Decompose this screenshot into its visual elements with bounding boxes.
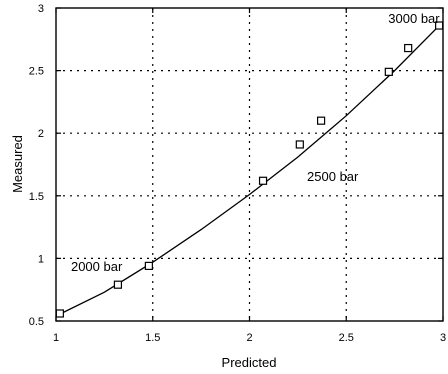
y-tick-label: 2: [38, 128, 44, 140]
data-point: [435, 21, 444, 30]
x-tick-label: 1: [53, 332, 59, 344]
data-point: [55, 309, 64, 318]
data-point: [384, 67, 393, 76]
y-tick-label: 2.5: [29, 66, 44, 78]
data-point: [258, 176, 268, 185]
x-tick-label: 2.5: [339, 332, 354, 344]
gridlines: [56, 8, 443, 321]
x-tick-label: 3: [440, 332, 446, 344]
data-point: [404, 43, 413, 53]
data-point: [295, 140, 304, 149]
data-point: [144, 261, 153, 271]
pressure-annotation: 2500 bar: [307, 169, 359, 184]
data-point: [113, 280, 123, 289]
y-tick-label: 1.5: [29, 191, 44, 203]
data-point: [316, 116, 326, 125]
pressure-annotation: 3000 bar: [388, 11, 440, 26]
x-axis-label: Predicted: [222, 355, 277, 370]
x-tick-label: 1.5: [145, 332, 160, 344]
y-tick-label: 0.5: [29, 316, 44, 328]
axis-ticks: 1 1.5 2 2.5 3 0.5 1 1.5 2 2.5 3: [29, 3, 446, 344]
y-axis-label: Measured: [10, 135, 25, 193]
x-tick-label: 2: [246, 332, 252, 344]
data-point-layer: [55, 21, 444, 318]
annotation-layer: 2000 bar 2500 bar 3000 bar: [71, 11, 440, 274]
y-tick-label: 3: [38, 3, 44, 15]
pressure-annotation: 2000 bar: [71, 259, 123, 274]
y-tick-label: 1: [38, 253, 44, 265]
